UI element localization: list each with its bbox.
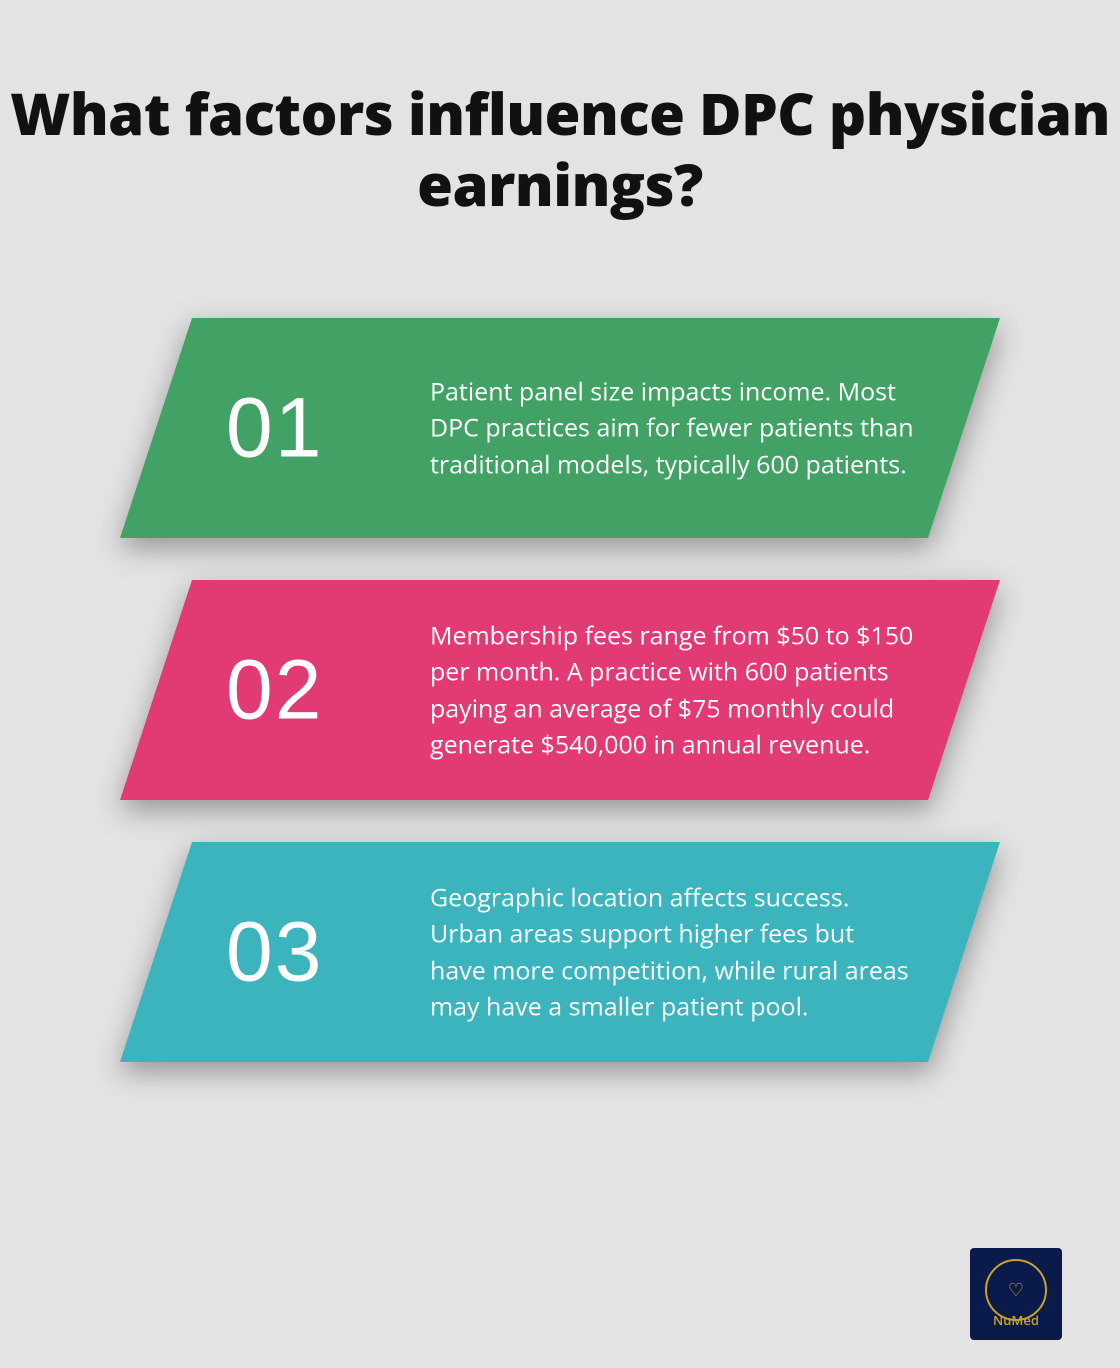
factor-description: Patient panel size impacts income. Most …	[430, 374, 914, 483]
page-title: What factors influence DPC physician ear…	[0, 78, 1120, 220]
heart-icon: ♡	[1008, 1278, 1024, 1302]
brand-name: NuMed	[993, 1311, 1039, 1329]
factor-number: 02	[226, 642, 323, 739]
infographic-canvas: What factors influence DPC physician ear…	[0, 0, 1120, 1368]
factor-card-2: 02 Membership fees range from $50 to $15…	[120, 580, 1000, 800]
factor-description: Geographic location affects success. Urb…	[430, 880, 914, 1025]
factor-number: 03	[226, 904, 323, 1001]
factor-card-3: 03 Geographic location affects success. …	[120, 842, 1000, 1062]
factor-number: 01	[226, 380, 323, 477]
brand-logo: ♡ NuMed	[970, 1248, 1062, 1340]
factor-card-1: 01 Patient panel size impacts income. Mo…	[120, 318, 1000, 538]
factor-description: Membership fees range from $50 to $150 p…	[430, 618, 914, 763]
